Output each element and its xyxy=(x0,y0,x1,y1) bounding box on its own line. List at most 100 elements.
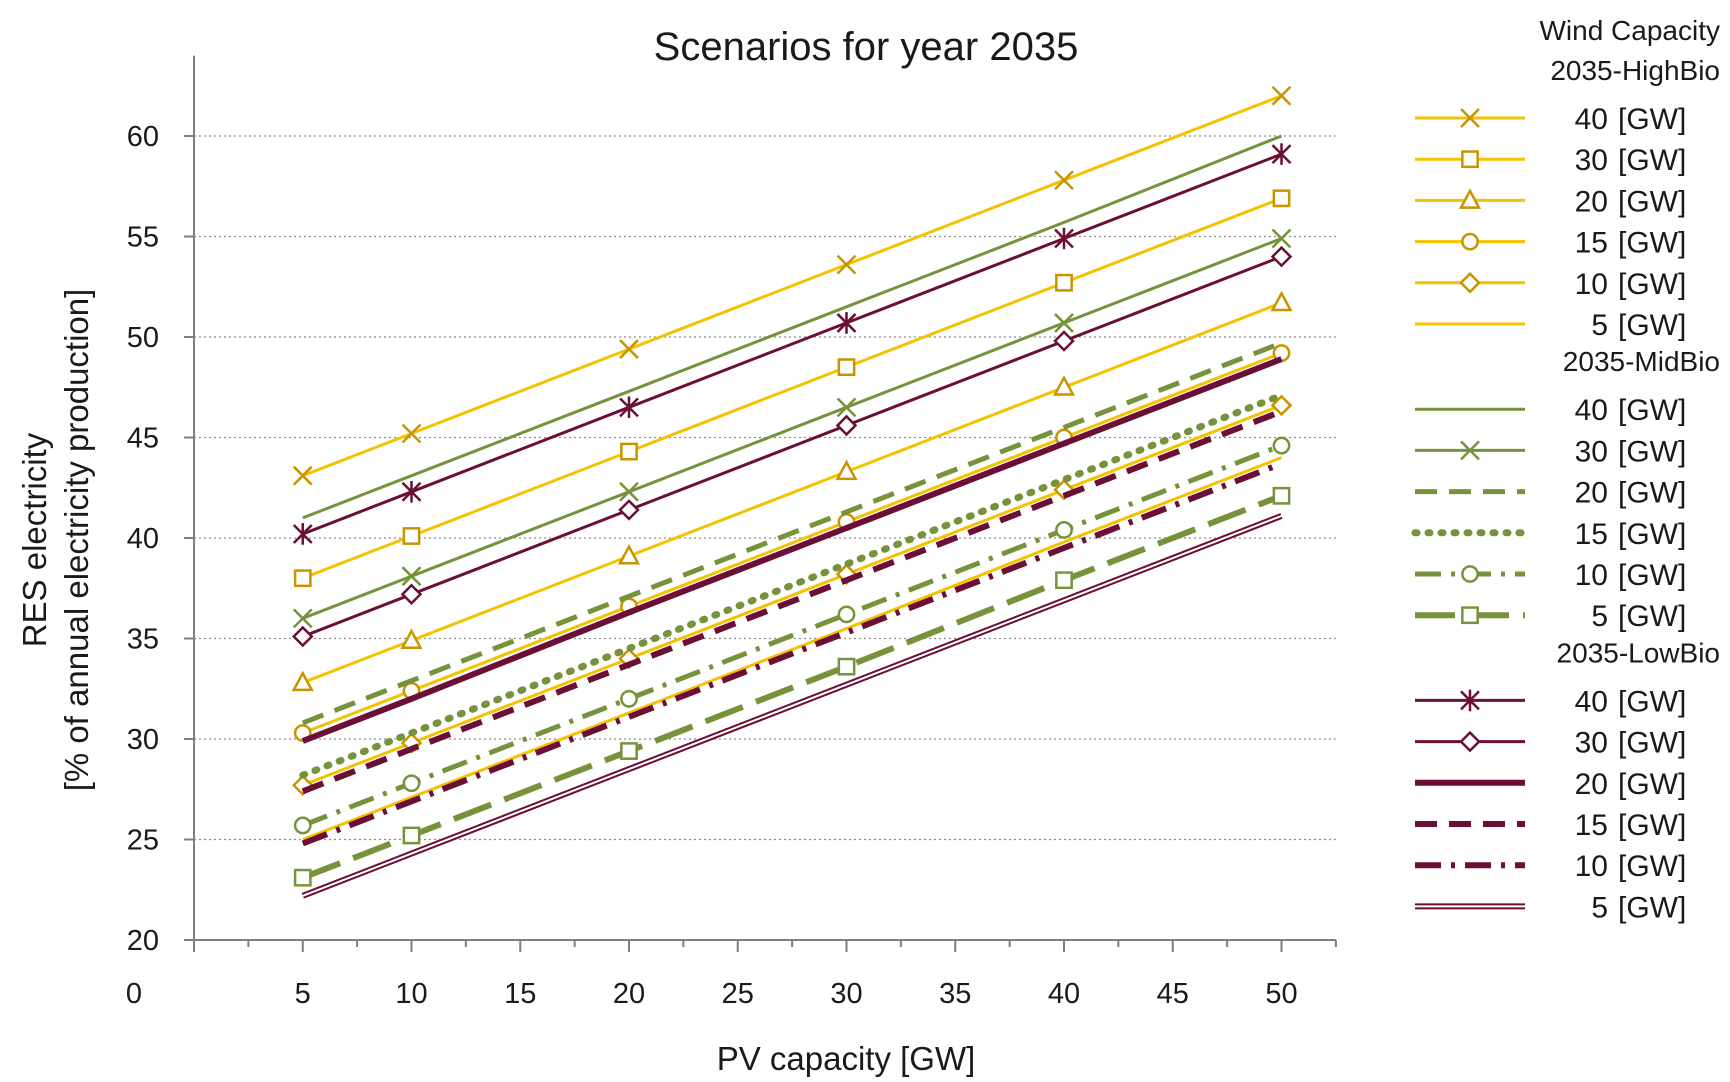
data-point xyxy=(620,442,638,461)
legend-unit: [GW] xyxy=(1618,185,1686,218)
legend-item: 15 [GW] xyxy=(1415,809,1686,842)
y-axis-title-line1: RES electricity xyxy=(16,432,53,647)
legend-marker xyxy=(1461,150,1479,169)
series-2035-lowbio-30gw xyxy=(291,245,1293,648)
data-point xyxy=(402,774,421,793)
series-2035-highbio-30gw xyxy=(293,189,1291,588)
series-2035-midbio-20gw xyxy=(301,340,1283,726)
legend-marker xyxy=(1461,606,1479,625)
legend-value: 10 xyxy=(1575,559,1608,592)
data-point xyxy=(400,583,423,606)
y-tick-label: 45 xyxy=(127,423,159,455)
legend-item: 40 [GW] xyxy=(1415,685,1686,718)
legend-unit: [GW] xyxy=(1618,268,1686,301)
data-point xyxy=(401,480,422,503)
data-point xyxy=(293,569,312,588)
series-2035-midbio-10gw xyxy=(293,436,1291,835)
y-tick-label: 60 xyxy=(127,121,159,153)
series-2035-lowbio-20gw xyxy=(301,356,1283,744)
series-2035-midbio-40gw xyxy=(302,134,1283,520)
x-tick-label: 5 xyxy=(295,978,311,1010)
x-tick-label: 10 xyxy=(395,978,427,1010)
y-tick-label: 50 xyxy=(127,322,159,354)
data-point xyxy=(1054,313,1074,333)
data-point xyxy=(619,396,639,419)
data-point xyxy=(1052,375,1076,396)
x-tick-label: 15 xyxy=(504,978,536,1010)
series-line xyxy=(301,460,1283,847)
legend-item: 10 [GW] xyxy=(1415,268,1686,301)
data-point xyxy=(619,481,639,502)
legend-value: 5 xyxy=(1591,309,1608,342)
x-tick-label: 45 xyxy=(1157,978,1189,1010)
legend-marker xyxy=(1461,565,1479,583)
legend-item: 10 [GW] xyxy=(1415,559,1686,592)
legend-unit: [GW] xyxy=(1618,144,1686,177)
x-axis-title: PV capacity [GW] xyxy=(717,1040,976,1077)
y-tick-label: 40 xyxy=(127,523,159,555)
data-point xyxy=(836,254,857,275)
legend-value: 5 xyxy=(1591,891,1608,924)
series-2035-midbio-30gw xyxy=(292,228,1292,629)
legend-unit: [GW] xyxy=(1618,394,1686,427)
series-line xyxy=(302,152,1283,536)
legend-item: 20 [GW] xyxy=(1415,768,1686,801)
legend-unit: [GW] xyxy=(1618,600,1686,633)
legend-value: 15 xyxy=(1575,227,1608,260)
x-tick-label: 35 xyxy=(939,978,971,1010)
data-point xyxy=(1271,85,1292,106)
data-point xyxy=(835,414,858,437)
data-point xyxy=(620,742,638,760)
chart-title: Scenarios for year 2035 xyxy=(654,25,1079,69)
legend-value: 30 xyxy=(1575,727,1608,760)
data-point xyxy=(293,868,312,887)
series-line xyxy=(301,340,1283,726)
data-point xyxy=(1055,273,1073,292)
data-point xyxy=(837,605,856,624)
series-2035-midbio-5gw xyxy=(293,486,1291,887)
legend-item: 5 [GW] xyxy=(1415,891,1686,924)
data-point xyxy=(835,459,858,481)
series-line xyxy=(301,443,1283,828)
legend-unit: [GW] xyxy=(1618,227,1686,260)
legend-unit: [GW] xyxy=(1618,309,1686,342)
data-point xyxy=(1270,290,1293,312)
legend-group-label: 2035-LowBio xyxy=(1557,637,1720,668)
legend-item: 30 [GW] xyxy=(1415,727,1686,760)
y-tick-label: 35 xyxy=(127,624,159,656)
data-point xyxy=(1271,228,1292,249)
x-tick-label: 0 xyxy=(126,978,142,1010)
legend-group-label: 2035-MidBio xyxy=(1563,346,1720,377)
series-2035-lowbio-5gw xyxy=(301,513,1283,899)
data-point xyxy=(402,826,421,845)
legend-value: 10 xyxy=(1575,268,1608,301)
legend-unit: [GW] xyxy=(1618,768,1686,801)
legend-item: 5 [GW] xyxy=(1415,600,1686,633)
series-2035-highbio-15gw xyxy=(293,344,1291,742)
x-tick-label: 25 xyxy=(722,978,754,1010)
series-2035-lowbio-40gw xyxy=(292,143,1292,545)
legend-title: Wind Capacity xyxy=(1539,15,1720,46)
series-line xyxy=(302,301,1283,685)
data-point xyxy=(1272,436,1291,455)
y-tick-label: 20 xyxy=(127,925,159,957)
series-line xyxy=(302,196,1283,580)
legend-value: 30 xyxy=(1575,144,1608,177)
data-point xyxy=(293,816,312,835)
legend-value: 20 xyxy=(1575,477,1608,510)
data-point xyxy=(401,566,422,587)
legend-item: 30 [GW] xyxy=(1415,435,1686,468)
data-point xyxy=(402,527,421,545)
legend-unit: [GW] xyxy=(1618,891,1686,924)
y-tick-label: 30 xyxy=(127,724,159,756)
plot-area xyxy=(291,85,1293,899)
x-tick-label: 40 xyxy=(1048,978,1080,1010)
legend-unit: [GW] xyxy=(1618,103,1686,136)
data-point xyxy=(1272,486,1291,505)
legend-value: 40 xyxy=(1575,394,1608,427)
legend-item: 15 [GW] xyxy=(1411,518,1686,551)
legend-value: 10 xyxy=(1575,850,1608,883)
legend-value: 20 xyxy=(1575,768,1608,801)
x-tick-label: 50 xyxy=(1265,978,1297,1010)
